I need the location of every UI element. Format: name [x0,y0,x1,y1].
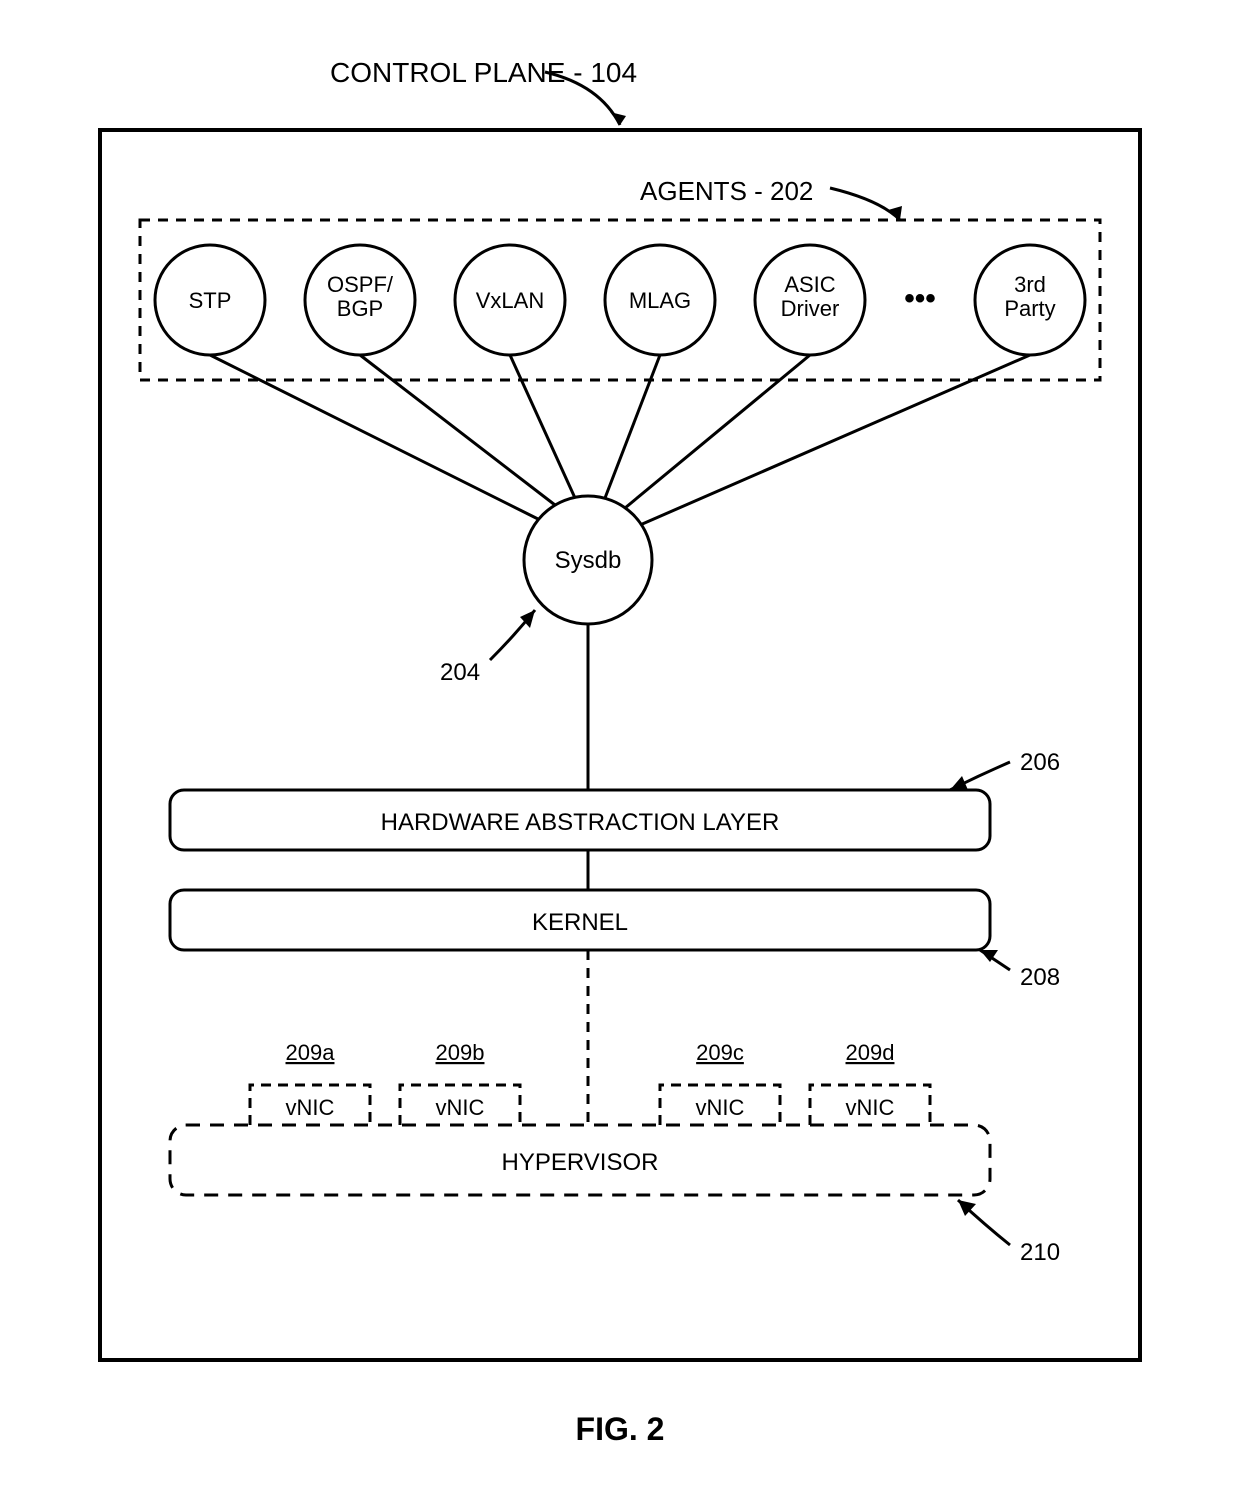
agent-vxlan-label: VxLAN [476,288,544,313]
vnic-209c-ref: 209c [696,1040,744,1065]
hal-label: HARDWARE ABSTRACTION LAYER [381,809,780,836]
kernel-label: KERNEL [532,909,628,936]
agent-asic-label2: Driver [781,296,840,321]
vnics [250,1085,930,1125]
agents-label: AGENTS - 202 [640,176,813,206]
agent-third-label1: 3rd [1014,272,1046,297]
sysdb-label: Sysdb [555,547,622,574]
agent-mlag-label: MLAG [629,288,691,313]
diagram-svg: CONTROL PLANE - 104 AGENTS - 202 STP OSP… [0,0,1240,1512]
vnic-209d-label: vNIC [846,1095,895,1120]
ref-210: 210 [1020,1239,1060,1266]
agents-arrow [830,188,900,220]
ref-208: 208 [1020,964,1060,991]
agent-asic-label1: ASIC [784,272,835,297]
vnic-209a-label: vNIC [286,1095,335,1120]
vnic-209c-label: vNIC [696,1095,745,1120]
title-text: CONTROL PLANE - 104 [330,57,637,88]
ref-206: 206 [1020,749,1060,776]
agent-third-label2: Party [1004,296,1055,321]
diagram-container: CONTROL PLANE - 104 AGENTS - 202 STP OSP… [0,0,1240,1512]
ref-204: 204 [440,659,480,686]
vnic-209b-label: vNIC [436,1095,485,1120]
figure-caption: FIG. 2 [576,1411,665,1447]
agent-nodes: STP OSPF/ BGP VxLAN MLAG ASIC Driver 3rd… [155,245,1085,355]
vnic-209b-ref: 209b [436,1040,485,1065]
agent-ospf-label1: OSPF/ [327,272,394,297]
hypervisor-label: HYPERVISOR [502,1149,659,1176]
agent-stp-label: STP [189,288,232,313]
ellipsis: ••• [904,282,936,315]
vnic-209d-ref: 209d [846,1040,895,1065]
vnic-209a-ref: 209a [286,1040,336,1065]
agent-ospf-label2: BGP [337,296,383,321]
agent-connections [210,355,1030,525]
